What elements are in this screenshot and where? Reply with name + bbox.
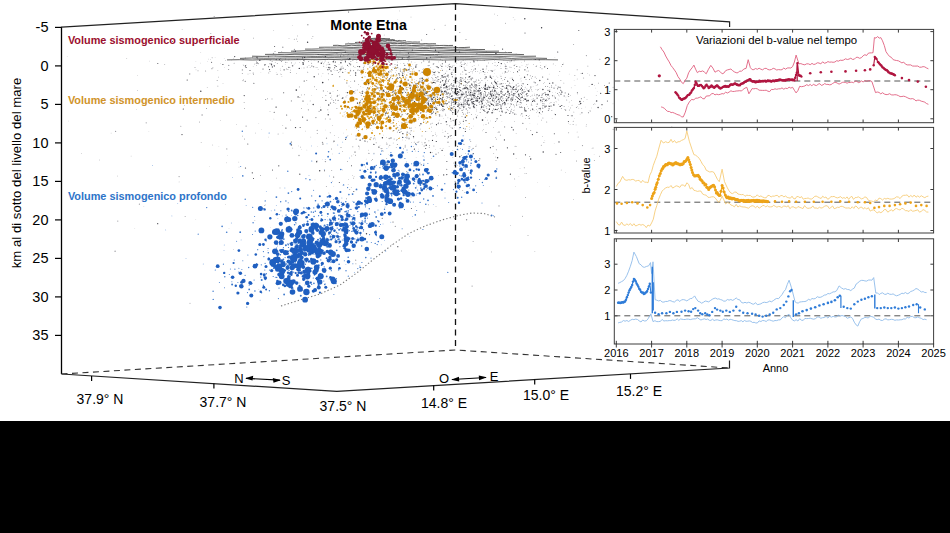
svg-text:2025: 2025 [921, 347, 945, 359]
svg-text:S: S [282, 373, 291, 388]
svg-text:-5: -5 [36, 19, 49, 35]
svg-text:25: 25 [32, 250, 48, 266]
svg-text:3: 3 [604, 258, 610, 270]
svg-text:2: 2 [604, 284, 610, 296]
svg-text:14.8° E: 14.8° E [421, 395, 467, 411]
svg-text:37.5° N: 37.5° N [320, 398, 367, 414]
svg-text:3: 3 [604, 143, 610, 155]
svg-text:Volume sismogenico profondo: Volume sismogenico profondo [68, 190, 227, 202]
svg-text:0: 0 [40, 58, 48, 74]
svg-text:Anno: Anno [763, 362, 789, 374]
svg-text:b-value: b-value [580, 157, 592, 193]
svg-text:2022: 2022 [816, 347, 840, 359]
svg-text:20: 20 [32, 212, 48, 228]
svg-text:5: 5 [40, 96, 48, 112]
svg-text:Variazioni del b-value nel tem: Variazioni del b-value nel tempo [696, 34, 857, 46]
svg-text:2020: 2020 [745, 347, 769, 359]
svg-text:1: 1 [604, 225, 610, 237]
svg-text:O: O [439, 371, 449, 386]
svg-text:2017: 2017 [639, 347, 663, 359]
svg-text:Volume sismogenico superficial: Volume sismogenico superficiale [68, 34, 240, 46]
svg-text:1: 1 [604, 310, 610, 322]
svg-text:2019: 2019 [710, 347, 734, 359]
svg-text:2016: 2016 [604, 347, 628, 359]
svg-text:2018: 2018 [675, 347, 699, 359]
svg-text:Monte Etna: Monte Etna [330, 17, 407, 33]
svg-text:30: 30 [32, 289, 48, 305]
svg-text:2: 2 [604, 184, 610, 196]
svg-text:2023: 2023 [851, 347, 875, 359]
svg-text:2: 2 [604, 55, 610, 67]
svg-text:0: 0 [604, 113, 610, 125]
svg-text:Volume sismogenico intermedio: Volume sismogenico intermedio [68, 94, 235, 106]
svg-text:E: E [490, 369, 499, 384]
svg-text:15: 15 [32, 173, 48, 189]
svg-text:3: 3 [604, 26, 610, 38]
svg-text:15.2° E: 15.2° E [616, 383, 662, 399]
svg-text:10: 10 [32, 135, 48, 151]
svg-text:15.0° E: 15.0° E [523, 387, 569, 403]
svg-text:1: 1 [604, 84, 610, 96]
svg-text:N: N [234, 371, 243, 386]
svg-text:37.9° N: 37.9° N [77, 391, 124, 407]
svg-text:2021: 2021 [780, 347, 804, 359]
svg-text:37.7° N: 37.7° N [200, 394, 247, 410]
svg-text:35: 35 [32, 327, 48, 343]
svg-text:km al di sotto del livello del: km al di sotto del livello del mare [9, 78, 24, 269]
svg-text:2024: 2024 [886, 347, 910, 359]
